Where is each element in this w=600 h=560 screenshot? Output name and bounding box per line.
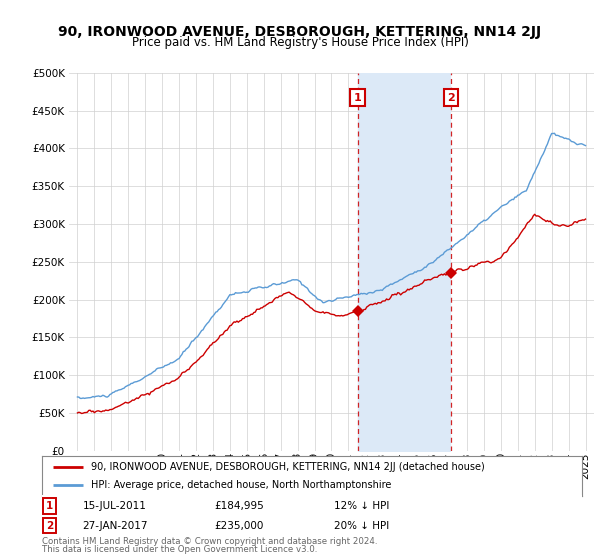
Text: 2: 2 (46, 520, 53, 530)
Text: £184,995: £184,995 (215, 501, 265, 511)
Text: 12% ↓ HPI: 12% ↓ HPI (334, 501, 389, 511)
Text: Contains HM Land Registry data © Crown copyright and database right 2024.: Contains HM Land Registry data © Crown c… (42, 537, 377, 546)
Text: 2: 2 (448, 93, 455, 102)
Text: Price paid vs. HM Land Registry's House Price Index (HPI): Price paid vs. HM Land Registry's House … (131, 36, 469, 49)
Text: HPI: Average price, detached house, North Northamptonshire: HPI: Average price, detached house, Nort… (91, 480, 391, 491)
Text: 15-JUL-2011: 15-JUL-2011 (83, 501, 146, 511)
Text: 1: 1 (46, 501, 53, 511)
Text: 1: 1 (354, 93, 361, 102)
Text: £235,000: £235,000 (215, 520, 264, 530)
Text: 90, IRONWOOD AVENUE, DESBOROUGH, KETTERING, NN14 2JJ (detached house): 90, IRONWOOD AVENUE, DESBOROUGH, KETTERI… (91, 461, 484, 472)
Text: 27-JAN-2017: 27-JAN-2017 (83, 520, 148, 530)
Text: 20% ↓ HPI: 20% ↓ HPI (334, 520, 389, 530)
Text: 90, IRONWOOD AVENUE, DESBOROUGH, KETTERING, NN14 2JJ: 90, IRONWOOD AVENUE, DESBOROUGH, KETTERI… (58, 25, 542, 39)
Text: This data is licensed under the Open Government Licence v3.0.: This data is licensed under the Open Gov… (42, 545, 317, 554)
